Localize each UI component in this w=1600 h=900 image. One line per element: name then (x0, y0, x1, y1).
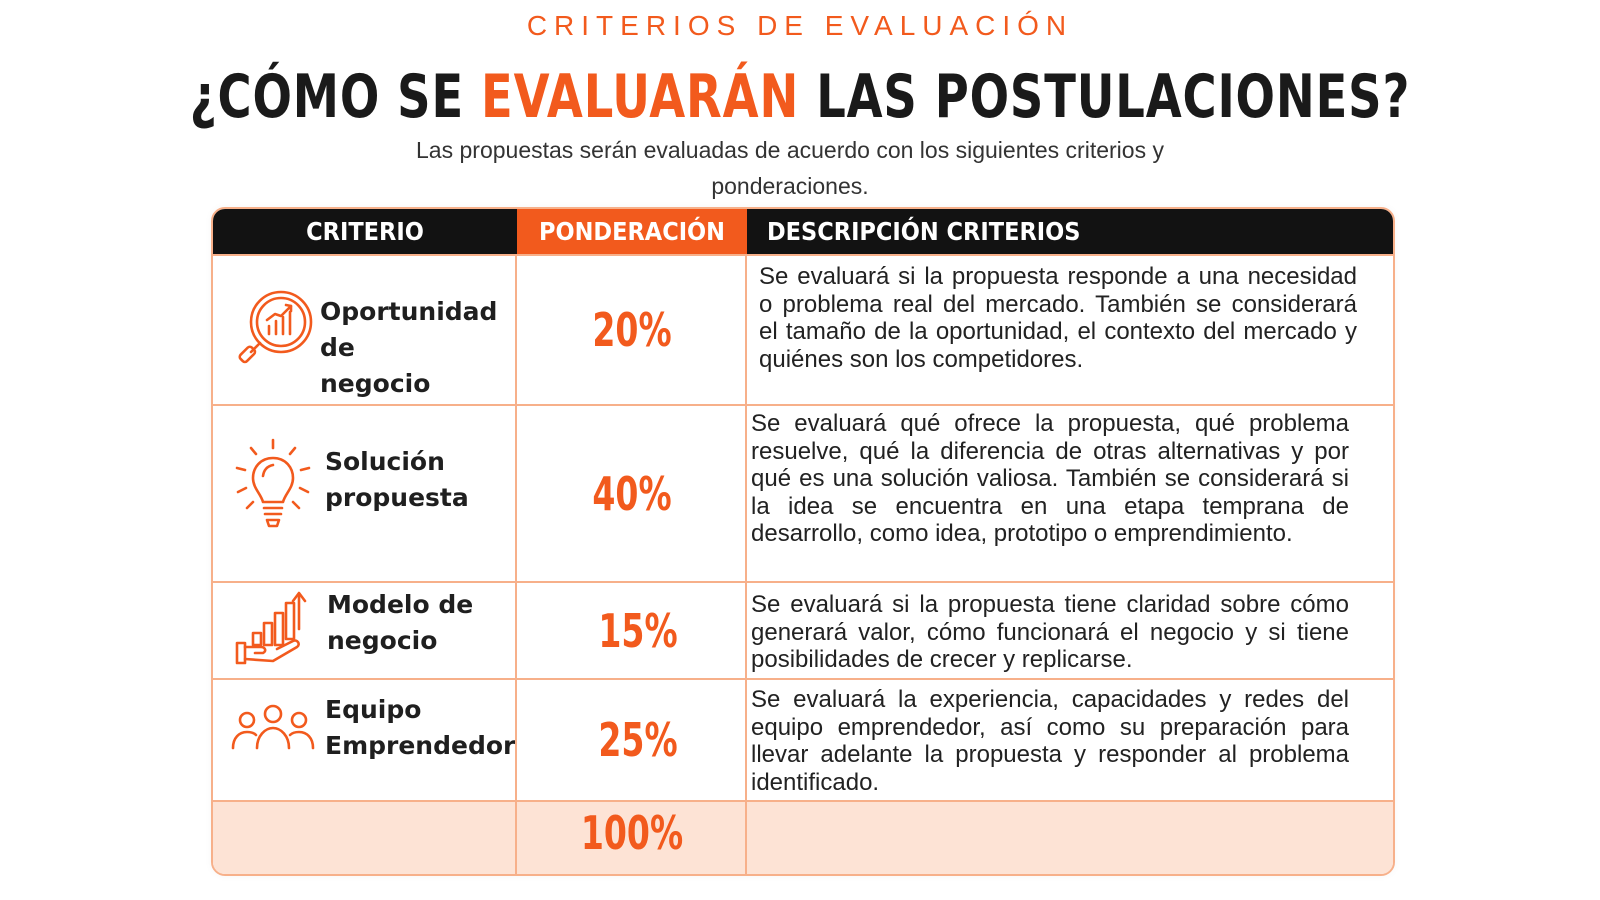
criterion-label-line2: negocio (327, 626, 438, 655)
criterion-label-line1: Oportunidad de (320, 297, 498, 362)
criterion-label-line2: Emprendedor (325, 731, 516, 760)
column-divider (745, 254, 747, 874)
weight-value: 15% (598, 603, 678, 658)
weight-value: 40% (592, 466, 672, 521)
criterion-label-line2: propuesta (325, 483, 469, 512)
page-subtitle: Las propuestas serán evaluadas de acuerd… (416, 137, 1164, 199)
hand-growth-bars-icon (235, 591, 307, 665)
section-kicker: CRITERIOS DE EVALUACIÓN (526, 10, 1074, 41)
criterion-label-line2: negocio (320, 369, 431, 398)
page-title: ¿CÓMO SE EVALUARÁN LAS POSTULACIONES? (112, 62, 1488, 132)
table-row: Solución propuesta 40% Se evaluará qué o… (213, 404, 1393, 581)
criteria-table: CRITERIO PONDERACIÓN DESCRIPCIÓN CRITERI… (211, 207, 1395, 876)
table-row: Modelo de negocio 15% Se evaluará si la … (213, 581, 1393, 678)
title-accent: EVALUARÁN (481, 62, 800, 132)
weight-value: 20% (592, 303, 672, 357)
criterion-cell: Modelo de negocio (213, 583, 517, 678)
criterion-label: Oportunidad de negocio (320, 294, 517, 402)
criterion-label: Modelo de negocio (327, 587, 473, 659)
criterion-description: Se evaluará la experiencia, capacidades … (751, 686, 1349, 796)
title-part-1: ¿CÓMO SE (189, 62, 482, 132)
weight-value: 25% (598, 713, 678, 767)
criterion-cell: Solución propuesta (213, 406, 517, 581)
column-divider (515, 254, 517, 874)
criterion-label: Equipo Emprendedor (325, 692, 515, 764)
table-header: CRITERIO PONDERACIÓN DESCRIPCIÓN CRITERI… (213, 209, 1393, 254)
table-row: Oportunidad de negocio 20% Se evaluará s… (213, 254, 1393, 404)
magnifier-growth-chart-icon (238, 290, 313, 364)
criterion-description: Se evaluará si la propuesta responde a u… (759, 263, 1357, 373)
table-row: Equipo Emprendedor 25% Se evaluará la ex… (213, 678, 1393, 800)
header-ponderacion: PONDERACIÓN (517, 209, 747, 254)
header-criterio: CRITERIO (306, 217, 424, 246)
criterion-description: Se evaluará si la propuesta tiene clarid… (751, 591, 1349, 674)
criterion-label-line1: Modelo de (327, 590, 474, 619)
lightbulb-icon (235, 438, 311, 528)
header-descripcion: DESCRIPCIÓN CRITERIOS (767, 217, 1081, 246)
criterion-label-line1: Solución (325, 447, 445, 476)
total-weight: 100% (580, 806, 684, 860)
team-people-icon (231, 704, 315, 750)
criterion-label-line1: Equipo (325, 695, 422, 724)
criterion-cell: Oportunidad de negocio (213, 256, 517, 404)
criterion-label: Solución propuesta (325, 444, 469, 516)
title-part-2: LAS POSTULACIONES? (799, 62, 1411, 132)
criterion-cell: Equipo Emprendedor (213, 680, 517, 800)
criterion-description: Se evaluará qué ofrece la propuesta, qué… (751, 410, 1349, 548)
total-row: 100% (213, 800, 1393, 874)
